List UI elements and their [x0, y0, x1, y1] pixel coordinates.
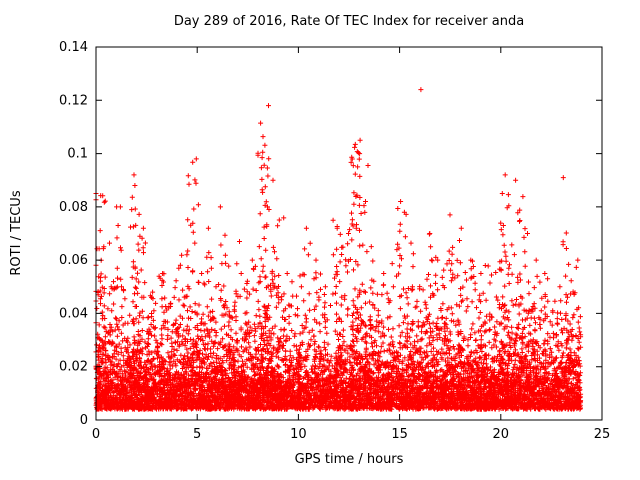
plot-border [95, 46, 603, 421]
y-tick-label: 0.08 [59, 200, 88, 215]
x-tick-label: 15 [391, 427, 408, 442]
x-tick-label: 25 [594, 427, 611, 442]
x-tick-label: 0 [92, 427, 100, 442]
y-tick-label: 0.14 [59, 40, 88, 55]
y-tick-label: 0.04 [59, 306, 88, 321]
y-tick-label: 0.06 [59, 253, 88, 268]
x-tick-label: 5 [193, 427, 201, 442]
scatter-points [93, 87, 584, 412]
x-tick-label: 20 [493, 427, 510, 442]
x-tick-label: 10 [290, 427, 307, 442]
chart-title: Day 289 of 2016, Rate Of TEC Index for r… [173, 14, 525, 29]
x-axis-label: GPS time / hours [294, 452, 404, 467]
y-tick-label: 0.1 [67, 147, 88, 162]
y-tick-label: 0 [80, 413, 88, 428]
y-tick-label: 0.02 [59, 360, 88, 375]
y-tick-label: 0.12 [59, 93, 88, 108]
